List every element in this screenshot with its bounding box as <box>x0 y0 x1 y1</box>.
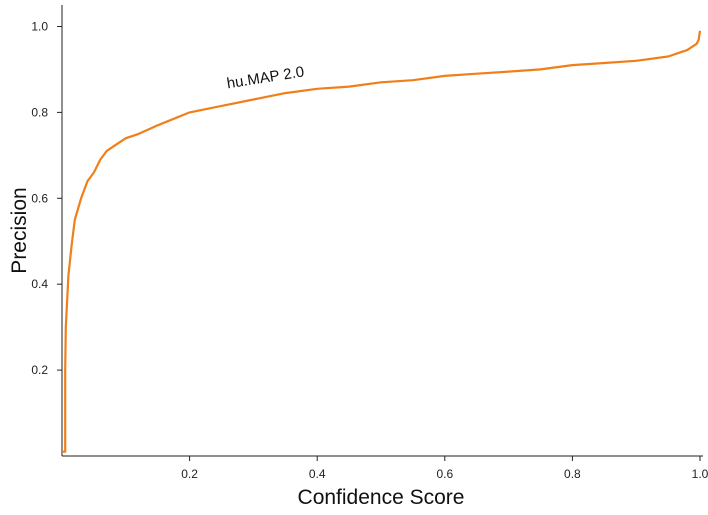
x-tick-label: 1.0 <box>692 467 708 481</box>
x-axis-title: Confidence Score <box>298 486 465 509</box>
y-tick-label: 0.2 <box>31 363 48 377</box>
y-tick-label: 0.4 <box>31 277 48 291</box>
axes <box>61 5 703 457</box>
series-label-humap: hu.MAP 2.0 <box>226 63 306 92</box>
x-tick-label: 0.4 <box>309 467 326 481</box>
x-tick-label: 0.8 <box>564 467 581 481</box>
y-axis-title: Precision <box>8 187 31 273</box>
series-line-humap <box>62 30 702 453</box>
x-tick-label: 0.2 <box>181 467 198 481</box>
y-tick-label: 0.8 <box>31 105 48 119</box>
x-ticks: 0.2 0.4 0.6 0.8 1.0 <box>181 456 708 481</box>
y-tick-label: 1.0 <box>31 19 48 33</box>
y-tick-label: 0.6 <box>31 191 48 205</box>
x-tick-label: 0.6 <box>436 467 453 481</box>
y-ticks: 0.2 0.4 0.6 0.8 1.0 <box>31 19 62 377</box>
